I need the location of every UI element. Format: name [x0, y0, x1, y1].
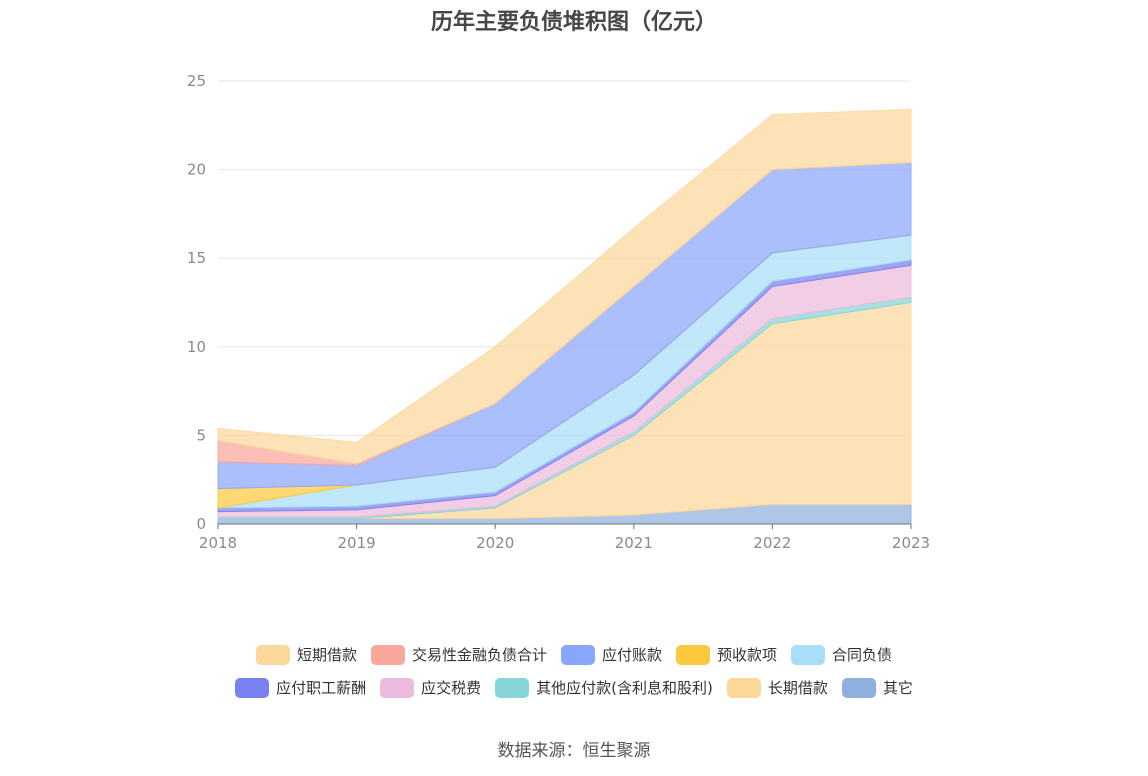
legend-swatch — [791, 644, 826, 665]
legend-swatch — [370, 644, 405, 665]
area-series-9 — [217, 108, 912, 465]
legend-item[interactable]: 应付账款 — [560, 644, 662, 665]
legend-item[interactable]: 应付职工薪酬 — [235, 677, 366, 698]
legend-item[interactable]: 交易性金融负债合计 — [370, 644, 547, 665]
data-source-note: 数据来源：恒生聚源 — [497, 741, 651, 761]
legend-item[interactable]: 合同负债 — [791, 644, 892, 665]
legend-row-1: 短期借款 交易性金融负债合计 应付账款 预收款项 合同负债 — [0, 638, 1148, 671]
legend-swatch — [676, 644, 710, 665]
legend-label: 应付账款 — [601, 646, 662, 664]
x-tick-label: 2019 — [338, 534, 376, 552]
x-tick-label: 2022 — [753, 534, 791, 552]
legend-label: 预收款项 — [717, 646, 778, 664]
axes: 0 5 10 15 20 25 2018 2019 2020 2021 2022 2023 — [187, 72, 930, 552]
x-tick-label: 2023 — [892, 534, 930, 552]
legend-item[interactable]: 短期借款 — [255, 644, 357, 665]
legend-swatch — [235, 677, 270, 698]
x-tick-label: 2021 — [615, 534, 653, 552]
y-tick-label: 20 — [187, 161, 206, 179]
legend-item[interactable]: 应交税费 — [380, 677, 481, 698]
x-tick-label: 2020 — [476, 534, 514, 552]
x-tick-label: 2018 — [199, 534, 237, 552]
chart-legend: 短期借款 交易性金融负债合计 应付账款 预收款项 合同负债 应付职工薪酬 应交税费 其他应付… — [0, 638, 1148, 704]
legend-row-2: 应付职工薪酬 应交税费 其他应付款(含利息和股利) 长期借款 其它 — [0, 671, 1148, 704]
stacked-area-chart: 0 5 10 15 20 25 2018 2019 2020 2021 2022 2023 — [187, 72, 930, 552]
legend-item[interactable]: 长期借款 — [726, 677, 828, 698]
chart-title: 历年主要负债堆积图（亿元） — [430, 10, 717, 35]
legend-label: 合同负债 — [832, 646, 893, 664]
legend-swatch — [380, 677, 415, 698]
legend-swatch — [560, 644, 595, 665]
legend-item[interactable]: 预收款项 — [676, 644, 777, 665]
y-tick-label: 10 — [187, 338, 206, 356]
legend-label: 短期借款 — [296, 646, 357, 664]
legend-label: 应交税费 — [421, 679, 482, 697]
area-series — [217, 108, 912, 525]
legend-label: 应付职工薪酬 — [276, 679, 367, 697]
legend-label: 交易性金融负债合计 — [411, 646, 547, 664]
legend-label: 其他应付款(含利息和股利) — [536, 679, 713, 697]
y-tick-label: 25 — [187, 72, 206, 90]
legend-swatch — [255, 644, 290, 665]
legend-label: 其它 — [882, 679, 913, 697]
legend-swatch — [495, 677, 530, 698]
y-tick-label: 15 — [187, 249, 206, 267]
y-tick-label: 5 — [196, 426, 206, 444]
legend-item[interactable]: 其他应付款(含利息和股利) — [495, 677, 713, 698]
y-tick-label: 0 — [196, 515, 206, 533]
legend-swatch — [841, 677, 876, 698]
legend-swatch — [726, 677, 761, 698]
legend-label: 长期借款 — [767, 679, 828, 697]
legend-item[interactable]: 其它 — [841, 677, 913, 698]
